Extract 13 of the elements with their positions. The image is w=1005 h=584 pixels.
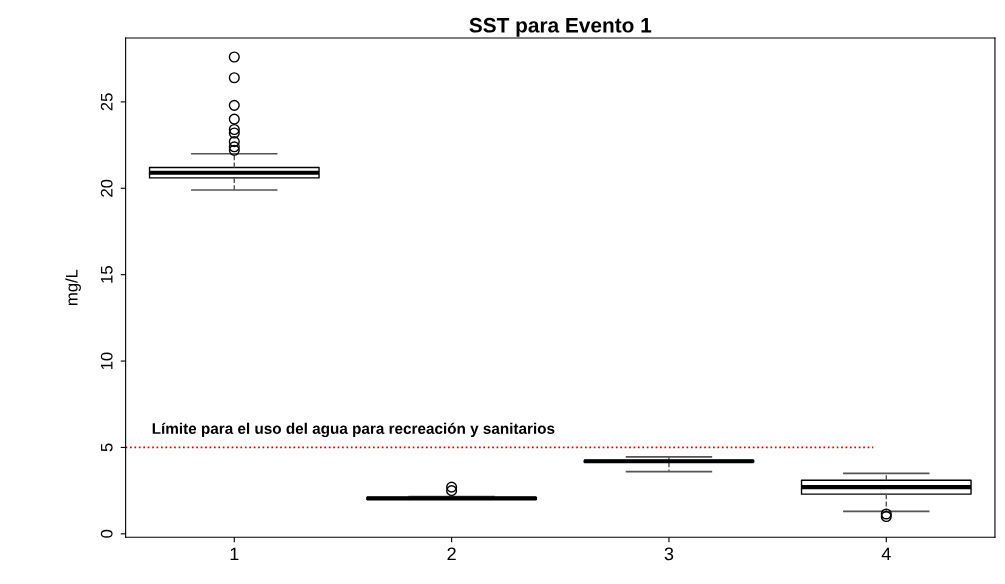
x-tick-label: 1: [230, 547, 239, 561]
x-tick-label: 2: [447, 547, 456, 561]
y-tick-label: 25: [100, 93, 113, 111]
y-tick-label: 0: [100, 529, 113, 538]
y-tick-label: 10: [100, 352, 113, 370]
y-tick-label: 15: [100, 266, 113, 283]
y-axis-title: mg/L: [65, 269, 81, 306]
x-tick-label: 4: [881, 547, 891, 561]
y-tick-label: 5: [100, 443, 113, 452]
y-tick-label: 20: [100, 179, 113, 197]
ref-line-label: Límite para el uso del agua para recreación y sanitarios: [152, 422, 555, 438]
x-tick-label: 3: [664, 547, 674, 561]
chart-title: SST para Evento 1: [469, 17, 652, 37]
